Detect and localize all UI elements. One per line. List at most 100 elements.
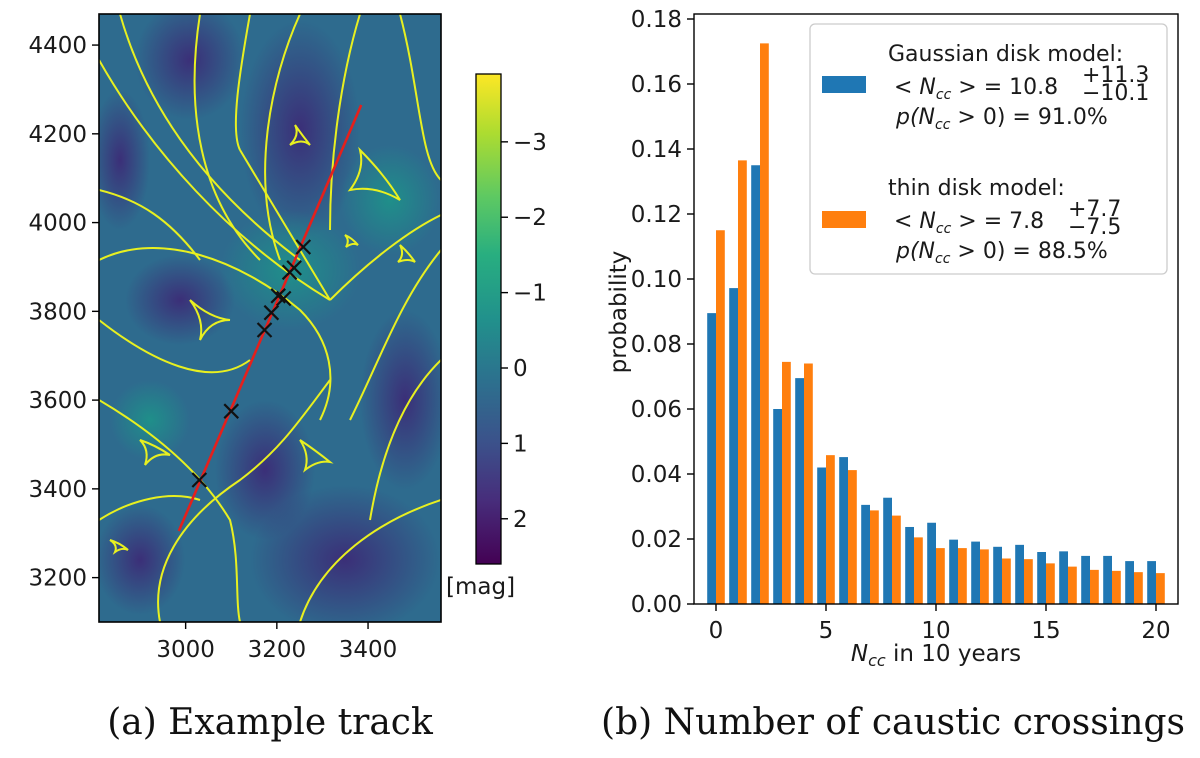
bar-thin bbox=[1046, 563, 1055, 604]
crossing-marker bbox=[223, 403, 240, 419]
hist-x-tick-label: 5 bbox=[819, 618, 834, 644]
map-y-tick-label: 4400 bbox=[28, 33, 87, 59]
legend-title-thin: thin disk model: bbox=[888, 176, 1065, 201]
bar-thin bbox=[870, 510, 879, 604]
legend-mean-sup-gaussian: +11.3 bbox=[1082, 63, 1149, 88]
caustic-network bbox=[99, 14, 441, 622]
bar-gaussian bbox=[971, 541, 980, 604]
legend-mean-gaussian: < Ncc > = 10.8 bbox=[894, 75, 1058, 103]
map-y-tick-label: 4000 bbox=[28, 211, 87, 237]
hist-y-tick-label: 0.14 bbox=[631, 137, 682, 163]
hist-y-tick-label: 0.08 bbox=[631, 332, 682, 358]
colorbar-label: [mag] bbox=[446, 574, 515, 600]
map-x-tick-label: 3000 bbox=[156, 637, 215, 663]
legend: Gaussian disk model: < Ncc > = 10.8 +11.… bbox=[809, 23, 1168, 275]
histogram-panel: 0 5 10 15 20 0.00 0.02 0.04 0.06 0.08 0.10 0.12 0.1… bbox=[606, 7, 1179, 670]
map-y-tick-label: 3800 bbox=[28, 299, 87, 325]
bar-thin bbox=[1068, 566, 1077, 604]
bar-gaussian bbox=[949, 539, 958, 604]
legend-mean-sup-thin: +7.7 bbox=[1068, 197, 1121, 222]
bar-gaussian bbox=[993, 546, 1002, 604]
legend-swatch-gaussian bbox=[822, 76, 866, 93]
bar-gaussian bbox=[883, 497, 892, 604]
track-line bbox=[177, 104, 363, 532]
legend-swatch-thin bbox=[822, 211, 866, 228]
caption-a: (a) Example track bbox=[107, 702, 434, 743]
magnification-map-panel: 3000 3200 3400 3200 3400 3600 3800 4000 4200 440… bbox=[28, 13, 442, 663]
map-y-tick-label: 3600 bbox=[28, 388, 87, 414]
bar-thin bbox=[914, 537, 923, 604]
bar-gaussian bbox=[1125, 561, 1134, 604]
bar-thin bbox=[980, 549, 989, 604]
bar-gaussian bbox=[861, 504, 870, 604]
map-x-axis: 3000 3200 3400 bbox=[156, 622, 397, 663]
hist-y-tick-label: 0.02 bbox=[631, 527, 682, 553]
bar-gaussian bbox=[1103, 555, 1112, 604]
histogram-x-axis: 0 5 10 15 20 bbox=[709, 604, 1171, 644]
hist-y-tick-label: 0.00 bbox=[631, 592, 682, 618]
bar-thin bbox=[848, 470, 857, 604]
bar-thin bbox=[826, 455, 835, 604]
crossing-marker bbox=[286, 260, 302, 276]
bar-gaussian bbox=[1059, 551, 1068, 604]
map-y-tick-label: 3400 bbox=[28, 477, 87, 503]
bar-gaussian bbox=[817, 467, 826, 604]
map-y-tick-label: 3200 bbox=[28, 566, 87, 592]
colorbar-tick-label: 2 bbox=[513, 507, 528, 533]
map-y-tick-label: 4200 bbox=[28, 122, 87, 148]
source-track bbox=[177, 104, 363, 532]
crossing-marker bbox=[256, 322, 273, 338]
map-frame bbox=[98, 13, 442, 623]
colorbar-tick-label: 1 bbox=[513, 431, 528, 457]
bar-gaussian bbox=[1037, 552, 1046, 604]
bar-gaussian bbox=[773, 409, 782, 604]
colorbar-tick-label: 0 bbox=[513, 356, 528, 382]
x-axis-label-subscript: cc bbox=[868, 651, 886, 670]
hist-x-tick-label: 10 bbox=[921, 618, 950, 644]
legend-frame bbox=[809, 23, 1168, 275]
bar-gaussian bbox=[795, 378, 804, 604]
bar-thin bbox=[716, 230, 725, 604]
bar-thin bbox=[1156, 573, 1165, 604]
histogram-bars bbox=[707, 43, 1165, 604]
legend-title-gaussian: Gaussian disk model: bbox=[888, 42, 1123, 67]
bar-thin bbox=[1112, 570, 1121, 604]
bar-gaussian bbox=[927, 522, 936, 604]
legend-prob-gaussian: p(Ncc > 0) = 91.0% bbox=[895, 105, 1108, 133]
x-axis-label: Ncc in 10 years bbox=[851, 641, 1021, 670]
bar-gaussian bbox=[707, 313, 716, 604]
hist-x-tick-label: 0 bbox=[709, 618, 724, 644]
map-x-tick-label: 3400 bbox=[339, 637, 398, 663]
hist-y-tick-label: 0.04 bbox=[631, 462, 682, 488]
colorbar-gradient bbox=[476, 74, 501, 564]
bar-thin bbox=[760, 43, 769, 604]
bar-thin bbox=[892, 515, 901, 604]
colorbar-frame bbox=[475, 73, 502, 565]
colorbar-tick-label: −2 bbox=[513, 205, 547, 231]
bar-gaussian bbox=[1081, 555, 1090, 604]
caption-b: (b) Number of caustic crossings bbox=[601, 702, 1185, 743]
bar-thin bbox=[1002, 558, 1011, 604]
bar-thin bbox=[782, 361, 791, 604]
colorbar: −3 −2 −1 0 1 2 [mag] bbox=[446, 73, 547, 600]
colorbar-ticks: −3 −2 −1 0 1 2 bbox=[501, 130, 547, 533]
colorbar-tick-label: −1 bbox=[513, 281, 547, 307]
hist-x-tick-label: 15 bbox=[1031, 618, 1060, 644]
map-x-tick-label: 3200 bbox=[248, 637, 307, 663]
y-axis-label: probability bbox=[606, 251, 632, 374]
hist-y-tick-label: 0.12 bbox=[631, 202, 682, 228]
bar-gaussian bbox=[729, 288, 738, 604]
bar-gaussian bbox=[839, 457, 848, 604]
map-y-axis: 3200 3400 3600 3800 4000 4200 4400 bbox=[28, 33, 99, 592]
x-axis-label-rest: in 10 years bbox=[886, 641, 1021, 667]
bar-thin bbox=[958, 548, 967, 604]
legend-prob-thin: p(Ncc > 0) = 88.5% bbox=[895, 239, 1108, 267]
hist-y-tick-label: 0.18 bbox=[631, 7, 682, 33]
legend-mean-sub-thin: −7.5 bbox=[1068, 215, 1121, 240]
bar-gaussian bbox=[751, 165, 760, 604]
bar-gaussian bbox=[1015, 544, 1024, 604]
x-axis-label-variable: N bbox=[851, 641, 868, 667]
crossing-marker bbox=[263, 304, 280, 321]
hist-y-tick-label: 0.06 bbox=[631, 397, 682, 423]
